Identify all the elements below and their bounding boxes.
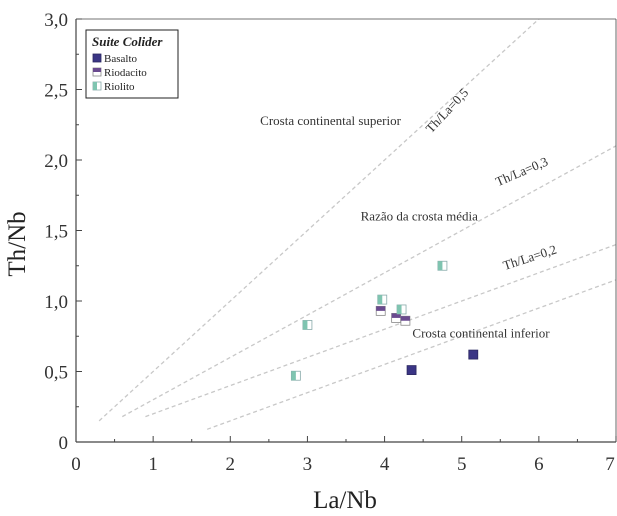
x-tick-label: 7: [605, 454, 615, 475]
legend: Suite Colider Basalto Riodacito Riolito: [85, 29, 179, 99]
y-tick-label: 3,0: [44, 10, 68, 31]
data-point-basalto: [468, 349, 479, 360]
y-tick-label: 2,0: [44, 151, 68, 172]
data-point-basalto: [406, 365, 417, 375]
x-tick-label: 0: [71, 454, 81, 475]
legend-marker: [92, 81, 102, 91]
reference-line: [145, 243, 616, 418]
data-point-riolito: [437, 260, 448, 271]
y-tick-label: 1,0: [44, 292, 68, 313]
legend-label: Riolito: [104, 81, 135, 93]
y-tick-label: 2,5: [44, 81, 68, 102]
legend-marker: [92, 67, 102, 77]
data-point-riolito: [302, 320, 313, 330]
y-tick-label: 0: [59, 433, 69, 454]
region-annotation: Crosta continental superior: [260, 113, 401, 128]
x-tick-label: 1: [148, 454, 158, 475]
region-annotation: Crosta continental inferior: [412, 326, 550, 341]
legend-label: Riodacito: [104, 67, 147, 79]
x-axis-title: La/Nb: [313, 487, 377, 514]
data-point-riodacito: [375, 305, 386, 316]
legend-marker: [92, 53, 102, 63]
x-tick-label: 6: [534, 454, 544, 475]
x-tick-label: 3: [303, 454, 313, 475]
x-tick-label: 4: [380, 454, 390, 475]
data-point-riodacito: [400, 315, 411, 326]
data-point-riodacito: [391, 313, 402, 323]
axes: 0 1 2 3 4 5 6 7 0 0,5 1,0 1,5 2,0 2,5 3,0: [44, 10, 617, 475]
x-tick-label: 2: [226, 454, 236, 475]
data-point-riolito: [377, 294, 388, 305]
reference-line: [121, 145, 616, 418]
legend-title: Suite Colider: [92, 34, 163, 49]
y-axis-title: Th/Nb: [4, 211, 31, 276]
x-tick-label: 5: [457, 454, 467, 475]
data-point-riolito: [396, 304, 407, 315]
data-points: [290, 260, 479, 381]
legend-label: Basalto: [104, 53, 137, 65]
reference-lines: [98, 19, 616, 430]
region-annotation: Razão da crosta média: [361, 209, 479, 224]
y-tick-label: 1,5: [44, 222, 68, 243]
y-tick-label: 0,5: [44, 363, 68, 384]
reference-line: [206, 279, 616, 430]
data-point-riolito: [290, 370, 301, 381]
